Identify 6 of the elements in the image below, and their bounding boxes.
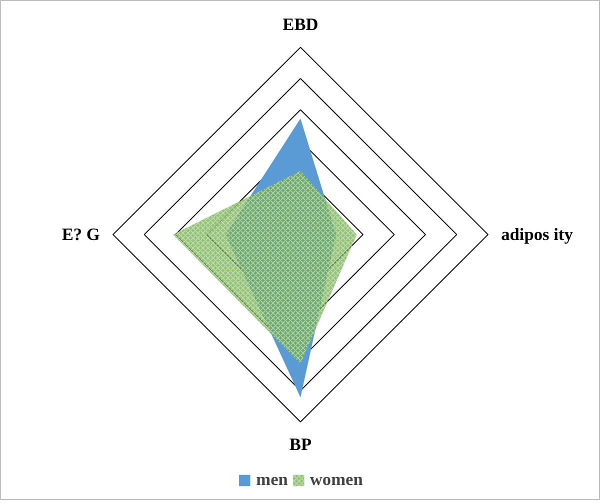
legend-label: women	[310, 470, 363, 490]
spoke-label: EBD	[282, 15, 318, 34]
spoke-label: BP	[289, 434, 312, 454]
spoke-label: adipos ity	[501, 225, 574, 244]
spoke-label: E? G	[62, 225, 100, 244]
legend-label: men	[256, 470, 288, 490]
